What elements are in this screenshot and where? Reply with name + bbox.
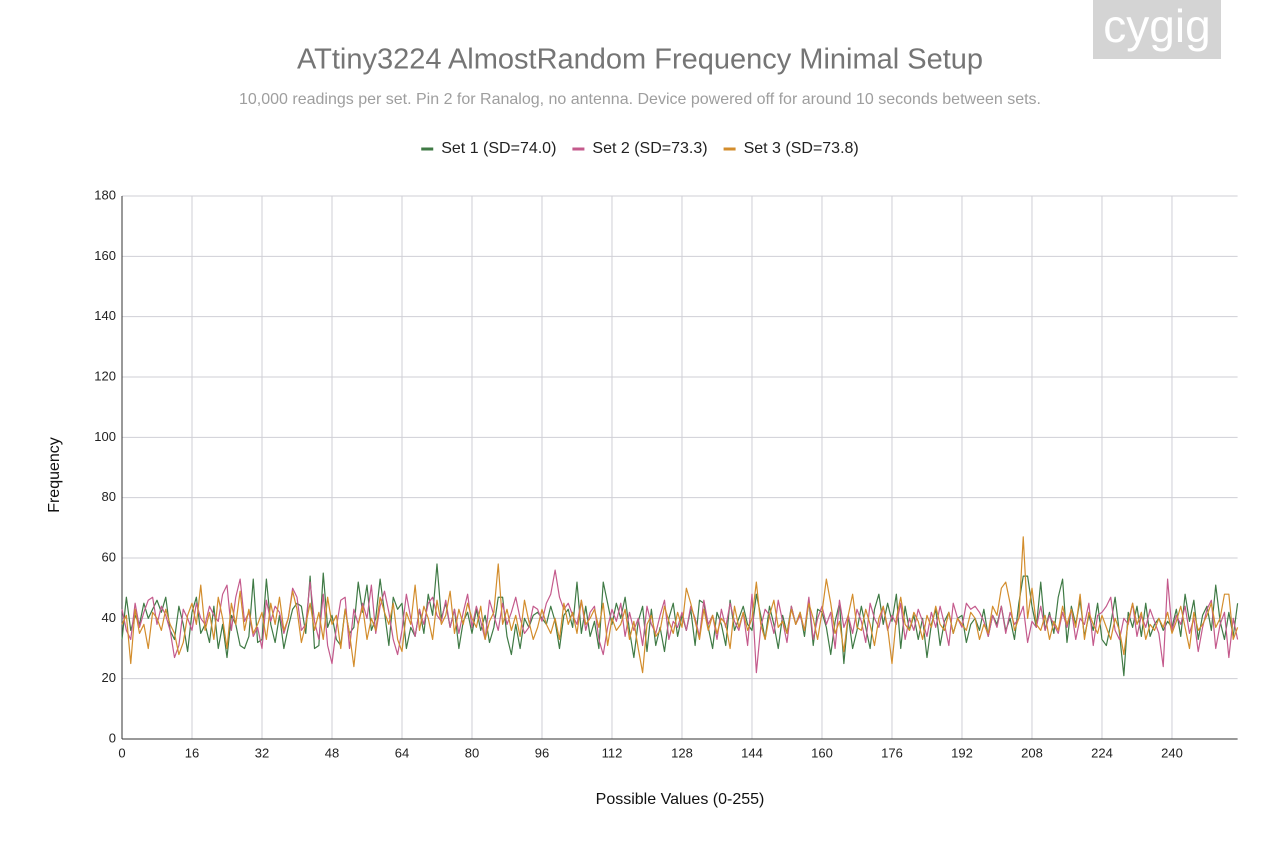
y-tick-label: 20: [102, 670, 116, 685]
legend-label: Set 3 (SD=73.8): [744, 140, 859, 157]
x-tick-label: 224: [1091, 745, 1113, 760]
x-tick-label: 208: [1021, 745, 1043, 760]
x-tick-label: 16: [185, 745, 199, 760]
x-axis-label: Possible Values (0-255): [596, 791, 765, 808]
x-tick-label: 80: [465, 745, 479, 760]
y-tick-label: 80: [102, 489, 116, 504]
legend-swatch: [723, 147, 736, 151]
series-line: [121, 536, 1239, 674]
x-tick-label: 32: [255, 745, 269, 760]
y-tick-label: 60: [102, 549, 116, 564]
x-tick-label: 240: [1161, 745, 1183, 760]
x-tick-label: 0: [118, 745, 125, 760]
x-tick-label: 176: [881, 745, 903, 760]
x-tick-label: 112: [602, 745, 623, 760]
watermark-box: [1093, 0, 1221, 59]
y-tick-label: 100: [94, 429, 116, 444]
y-tick-label: 120: [94, 368, 116, 383]
y-tick-label: 0: [109, 730, 116, 745]
legend-label: Set 2 (SD=73.3): [592, 140, 707, 157]
y-tick-label: 40: [102, 610, 116, 625]
legend-swatch: [572, 147, 585, 151]
y-tick-label: 160: [94, 248, 116, 263]
x-tick-label: 192: [951, 745, 973, 760]
legend-swatch: [421, 147, 434, 151]
y-tick-label: 140: [94, 308, 116, 323]
chart-subtitle: 10,000 readings per set. Pin 2 for Ranal…: [239, 91, 1041, 108]
x-tick-label: 128: [671, 745, 693, 760]
x-tick-label: 160: [811, 745, 833, 760]
plot: [121, 536, 1239, 677]
y-axis-label: Frequency: [46, 437, 63, 513]
x-tick-label: 48: [325, 745, 339, 760]
watermark: cygig: [1103, 0, 1210, 52]
x-tick-label: 96: [535, 745, 549, 760]
legend-label: Set 1 (SD=74.0): [441, 140, 556, 157]
grid: 0 20 40 60 80 100 120 140 160 180 0 16 32 48 64 80 96 112…: [94, 187, 1238, 760]
legend: Set 1 (SD=74.0) Set 2 (SD=73.3) Set 3 (SD=…: [421, 140, 859, 157]
x-tick-label: 64: [395, 745, 409, 760]
chart-title: ATtiny3224 AlmostRandom Frequency Minima…: [297, 44, 983, 76]
x-tick-label: 144: [741, 745, 763, 760]
y-tick-label: 180: [94, 187, 116, 202]
